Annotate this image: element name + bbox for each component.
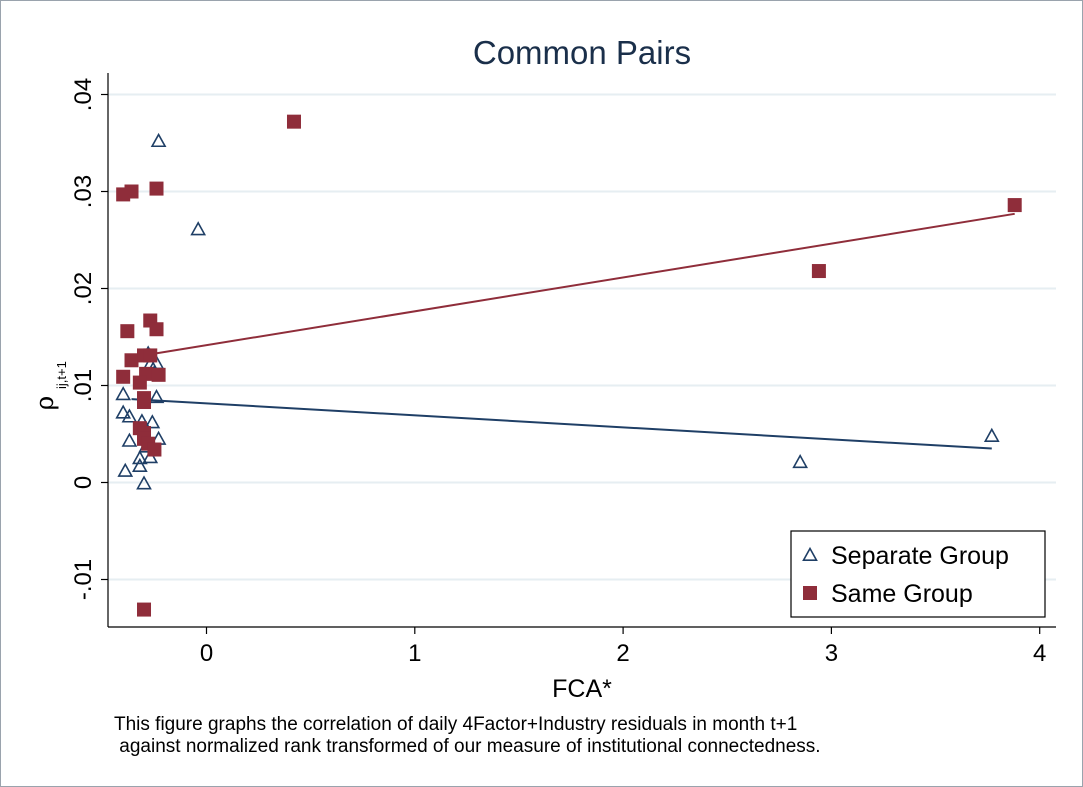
fit-line [131,398,992,450]
y-tick-label: .01 [70,369,97,402]
legend: Separate Group Same Group [790,530,1046,618]
point-same-group [811,264,826,279]
point-same-group [132,375,147,390]
point-same-group [116,369,131,384]
y-axis-label-subscript: ij,t+1 [54,361,69,389]
point-separate-group [144,414,161,429]
y-axis-label-main: ρ [30,396,59,411]
legend-box [790,530,1046,618]
figure-note-line-1: This figure graphs the correlation of da… [114,714,797,735]
legend-label-same-group: Same Group [831,580,973,608]
point-same-group [149,181,164,196]
legend-label-separate-group: Separate Group [831,542,1009,570]
y-tick-label: .02 [70,272,97,305]
point-same-group [1007,198,1022,213]
data-points [115,114,1022,617]
y-axis-label: ρ ij,t+1 [30,361,69,410]
fit-lines [131,212,1015,450]
point-same-group [137,394,152,409]
point-separate-group [142,449,159,464]
point-separate-group [131,457,148,473]
point-separate-group [983,427,1000,442]
x-axis-ticks: 0 1 2 3 4 [200,627,1046,667]
point-same-group [149,322,164,337]
point-separate-group [115,386,132,401]
point-separate-group [121,408,138,423]
point-separate-group [190,221,207,236]
point-separate-group [150,132,167,148]
point-same-group [124,184,139,199]
x-axis-label: FCA* [552,675,612,703]
x-tick-label: 4 [1033,640,1046,667]
x-tick-label: 3 [825,640,838,667]
x-tick-label: 0 [200,640,213,667]
grid-lines [108,93,1056,581]
y-axis-ticks: -.01 0 .01 .02 .03 .04 [70,78,108,600]
point-separate-group [121,432,138,447]
point-same-group [143,348,158,363]
y-tick-label: .03 [70,175,97,208]
point-separate-group [792,453,809,469]
y-tick-label: 0 [70,476,97,489]
fit-line [131,212,1015,359]
point-separate-group [115,404,132,419]
x-tick-label: 1 [408,640,421,667]
legend-marker-same-group [803,586,817,600]
point-same-group [137,602,152,617]
figure-note-line-2: against normalized rank transformed of o… [114,736,821,757]
point-same-group [151,367,166,382]
point-same-group [286,114,301,129]
x-tick-label: 2 [616,640,629,667]
point-same-group [124,353,139,368]
y-tick-label: .04 [70,78,97,111]
y-tick-label: -.01 [70,559,97,600]
point-same-group [147,442,162,457]
point-separate-group [117,462,134,477]
legend-marker-separate-group [802,546,818,562]
point-separate-group [148,388,165,404]
point-separate-group [136,475,152,490]
point-separate-group [131,450,148,465]
point-same-group [120,324,135,339]
chart-title: Common Pairs [473,34,691,71]
